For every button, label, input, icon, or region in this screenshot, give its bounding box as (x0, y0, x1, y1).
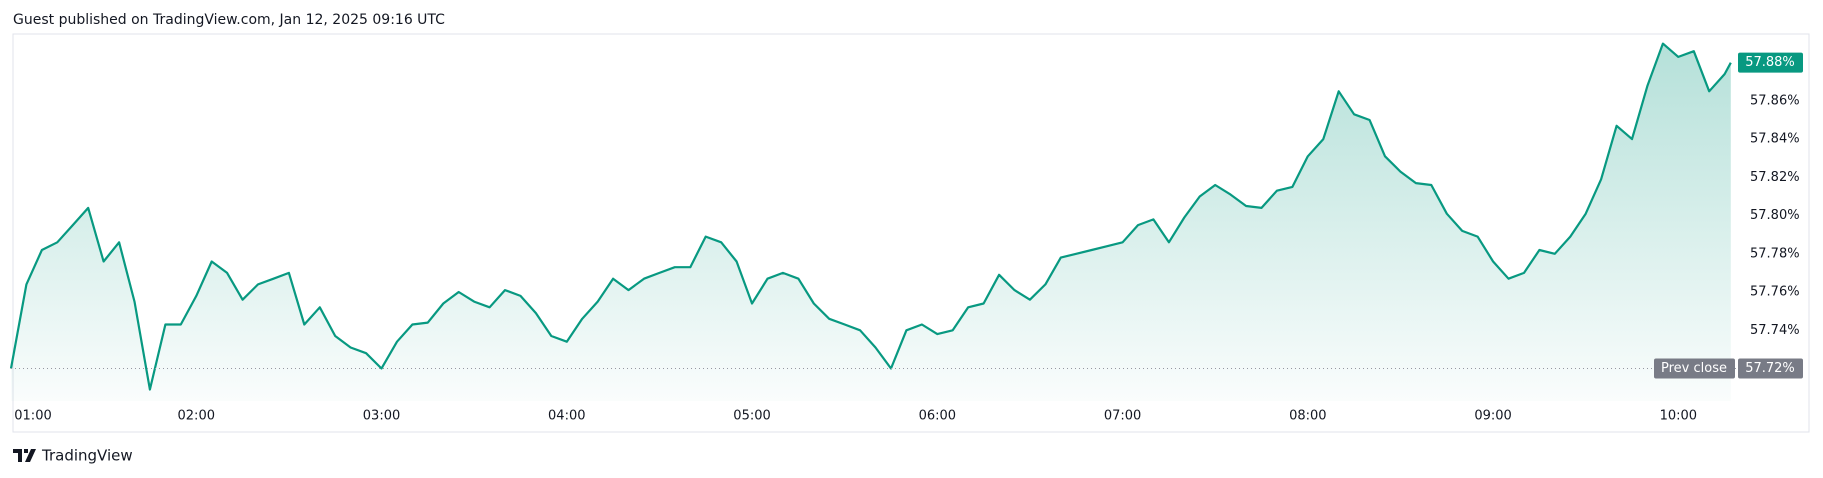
y-tick-label: 57.74% (1750, 323, 1800, 338)
brand: TradingView (41, 447, 133, 465)
last-price-label: 57.88% (1745, 55, 1795, 70)
x-tick-label: 03:00 (363, 409, 400, 424)
x-tick-label: 07:00 (1104, 409, 1141, 424)
y-tick-label: 57.76% (1750, 285, 1800, 300)
y-tick-label: 57.84% (1750, 132, 1800, 147)
prev-close-value-tag (1738, 358, 1803, 379)
x-tick-label: 04:00 (548, 409, 585, 424)
x-tick-label: 05:00 (733, 409, 770, 424)
prev-close-tag (1654, 358, 1735, 379)
chart-frame (12, 33, 1810, 433)
x-tick-label: 06:00 (919, 409, 956, 424)
y-tick-label: 57.82% (1750, 170, 1800, 185)
x-tick-label: 02:00 (178, 409, 215, 424)
x-tick-label: 09:00 (1474, 409, 1511, 424)
price-line (9, 42, 1732, 391)
header: Guest published on TradingView.com, Jan … (13, 12, 445, 28)
prev-close-name: Prev close (1661, 361, 1727, 376)
x-tick-label: 08:00 (1289, 409, 1326, 424)
x-tick-label: 01:00 (14, 409, 51, 424)
x-tick-label: 10:00 (1660, 409, 1697, 424)
last-price-tag (1738, 52, 1803, 73)
y-tick-label: 57.78% (1750, 246, 1800, 261)
y-tick-label: 57.80% (1750, 208, 1800, 223)
y-tick-label: 57.86% (1750, 93, 1800, 108)
area-fill (11, 43, 1731, 401)
prev-close-value: 57.72% (1745, 361, 1795, 376)
brand-logo (13, 449, 36, 462)
